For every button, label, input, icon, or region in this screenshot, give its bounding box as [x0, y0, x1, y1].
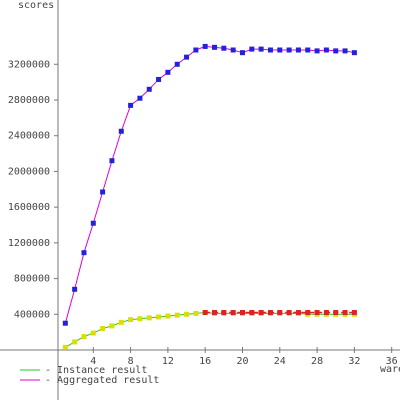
series-line	[65, 311, 355, 348]
x-tick-label: 36	[386, 356, 398, 367]
point	[333, 310, 339, 315]
point	[314, 310, 320, 315]
y-tick-label: 2400000	[8, 131, 50, 142]
point	[81, 250, 87, 256]
point	[90, 330, 96, 336]
y-tick-label: 800000	[14, 274, 50, 285]
point	[295, 47, 301, 53]
point	[323, 310, 329, 315]
point	[333, 48, 339, 54]
point	[81, 334, 87, 340]
point	[267, 47, 273, 53]
y-tick-label: 1600000	[8, 202, 50, 213]
series-line	[64, 45, 355, 324]
x-tick-label: 16	[199, 356, 211, 367]
y-tick-label: 1200000	[8, 238, 50, 249]
point	[193, 47, 199, 53]
x-tick-label: 32	[348, 356, 360, 367]
point	[100, 326, 106, 332]
point	[146, 86, 152, 92]
point	[137, 316, 143, 322]
point	[221, 310, 227, 315]
point	[128, 102, 134, 108]
point	[72, 339, 78, 345]
x-tick-label: 4	[90, 356, 96, 367]
point	[72, 286, 78, 292]
point	[351, 310, 357, 315]
point	[277, 310, 283, 315]
point	[239, 310, 245, 315]
point	[146, 315, 152, 321]
point	[305, 310, 311, 315]
point	[212, 44, 218, 50]
point	[100, 189, 106, 195]
point	[156, 76, 162, 82]
y-tick-label: 400000	[14, 309, 50, 320]
y-tick-label: 2800000	[8, 95, 50, 106]
x-axis-label: wares	[380, 364, 400, 375]
point	[202, 43, 208, 49]
point	[342, 48, 348, 54]
point	[230, 47, 236, 53]
point	[295, 310, 301, 315]
y-tick-label: 2000000	[8, 166, 50, 177]
point	[174, 312, 180, 318]
point	[128, 317, 134, 323]
point	[239, 50, 245, 56]
point	[165, 69, 171, 75]
point	[165, 313, 171, 319]
point	[193, 310, 199, 316]
point	[202, 310, 208, 315]
point	[230, 310, 236, 315]
point	[323, 47, 329, 53]
x-tick-label: 20	[236, 356, 248, 367]
point	[277, 47, 283, 53]
point	[118, 319, 124, 325]
point	[351, 50, 357, 56]
point	[286, 47, 292, 53]
x-tick-label: 24	[274, 356, 286, 367]
x-tick-label: 12	[162, 356, 174, 367]
y-axis-label: scores	[18, 0, 54, 11]
point	[62, 344, 68, 350]
point	[267, 310, 273, 315]
y-tick-label: 3200000	[8, 59, 50, 70]
legend-label: - Instance result	[45, 365, 147, 376]
point	[249, 310, 255, 315]
point	[249, 46, 255, 52]
legend-label: - Aggregated result	[45, 375, 159, 386]
point	[221, 45, 227, 51]
point	[286, 310, 292, 315]
point	[184, 54, 190, 60]
point	[118, 128, 124, 134]
x-tick-label: 8	[128, 356, 134, 367]
point	[212, 310, 218, 315]
point	[314, 48, 320, 54]
point	[90, 220, 96, 226]
point	[156, 314, 162, 320]
point	[109, 158, 115, 164]
x-tick-label: 28	[311, 356, 323, 367]
point	[137, 95, 143, 101]
point	[62, 320, 68, 326]
point	[109, 323, 115, 329]
point	[258, 46, 264, 52]
point	[174, 61, 180, 67]
point	[184, 311, 190, 317]
point	[305, 47, 311, 53]
point	[258, 310, 264, 315]
point	[342, 310, 348, 315]
